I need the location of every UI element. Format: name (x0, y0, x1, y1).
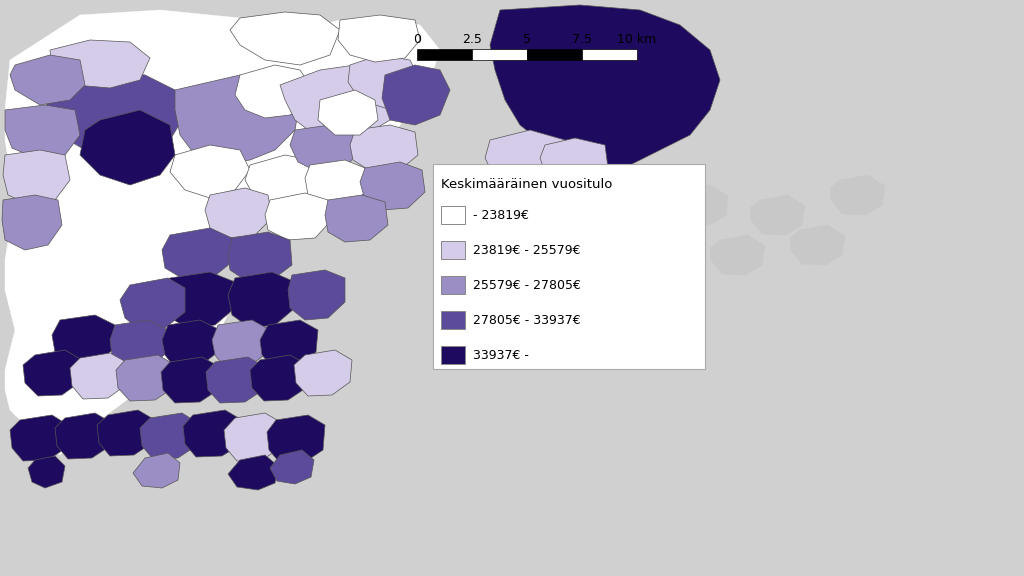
Text: - 23819€: - 23819€ (473, 209, 529, 222)
Text: 25579€ - 27805€: 25579€ - 27805€ (473, 279, 581, 291)
Text: Keskimääräinen vuositulo: Keskimääräinen vuositulo (441, 178, 612, 191)
Bar (582, 49, 637, 60)
Polygon shape (97, 410, 155, 456)
Bar (526, 49, 582, 60)
Polygon shape (672, 185, 728, 225)
Polygon shape (234, 65, 310, 118)
Polygon shape (80, 110, 175, 185)
Text: 5: 5 (523, 33, 530, 46)
Polygon shape (140, 413, 198, 459)
Polygon shape (230, 12, 340, 65)
Text: 23819€ - 25579€: 23819€ - 25579€ (473, 244, 581, 257)
Polygon shape (120, 278, 185, 330)
Polygon shape (2, 195, 62, 250)
Polygon shape (290, 125, 360, 172)
Bar (441, 346, 465, 364)
Polygon shape (5, 105, 80, 160)
Polygon shape (325, 195, 388, 242)
Polygon shape (350, 125, 418, 172)
Bar (441, 311, 465, 329)
Bar (417, 49, 472, 60)
Polygon shape (790, 225, 845, 265)
Polygon shape (485, 130, 570, 188)
Polygon shape (568, 170, 630, 218)
Polygon shape (133, 453, 180, 488)
Bar (441, 206, 465, 224)
Polygon shape (162, 228, 232, 280)
Polygon shape (750, 195, 805, 235)
Polygon shape (338, 15, 420, 62)
Polygon shape (55, 413, 112, 459)
Polygon shape (318, 90, 378, 135)
Polygon shape (10, 415, 68, 461)
Polygon shape (5, 10, 440, 455)
Polygon shape (270, 450, 314, 484)
Polygon shape (228, 232, 292, 282)
Polygon shape (348, 55, 420, 108)
Polygon shape (305, 160, 368, 208)
Polygon shape (28, 456, 65, 488)
Polygon shape (580, 275, 635, 315)
Polygon shape (175, 75, 300, 165)
Bar (441, 276, 465, 294)
Polygon shape (70, 353, 128, 399)
Polygon shape (206, 357, 265, 403)
Polygon shape (50, 40, 150, 88)
Polygon shape (382, 65, 450, 125)
Polygon shape (260, 320, 318, 368)
Polygon shape (280, 65, 400, 140)
Polygon shape (612, 215, 668, 255)
Polygon shape (228, 272, 295, 328)
Polygon shape (710, 235, 765, 275)
Bar (433, 164, 705, 369)
Polygon shape (45, 70, 185, 160)
Polygon shape (228, 455, 278, 490)
Polygon shape (830, 175, 885, 215)
Polygon shape (160, 272, 234, 328)
Polygon shape (205, 188, 272, 238)
Text: 10 km: 10 km (617, 33, 656, 46)
Polygon shape (540, 245, 595, 285)
Polygon shape (360, 162, 425, 210)
Polygon shape (288, 270, 345, 320)
Polygon shape (540, 138, 608, 185)
Polygon shape (170, 145, 250, 198)
Polygon shape (250, 355, 308, 401)
Text: 0: 0 (413, 33, 421, 46)
Text: 33937€ -: 33937€ - (473, 348, 529, 362)
Bar (472, 49, 526, 60)
Bar (441, 241, 465, 259)
Polygon shape (161, 357, 220, 403)
Polygon shape (116, 355, 175, 401)
Polygon shape (23, 350, 82, 396)
Polygon shape (3, 150, 70, 205)
Polygon shape (265, 193, 330, 240)
Polygon shape (224, 413, 282, 461)
Polygon shape (0, 0, 450, 576)
Polygon shape (162, 320, 220, 368)
Polygon shape (245, 155, 318, 205)
Text: 2.5: 2.5 (462, 33, 481, 46)
Polygon shape (212, 320, 270, 368)
Polygon shape (52, 315, 115, 364)
Polygon shape (10, 55, 85, 105)
Polygon shape (294, 350, 352, 396)
Polygon shape (183, 410, 242, 457)
Text: 7.5: 7.5 (571, 33, 592, 46)
Polygon shape (267, 415, 325, 463)
Polygon shape (490, 5, 720, 170)
Polygon shape (110, 320, 168, 368)
Text: 27805€ - 33937€: 27805€ - 33937€ (473, 314, 581, 327)
